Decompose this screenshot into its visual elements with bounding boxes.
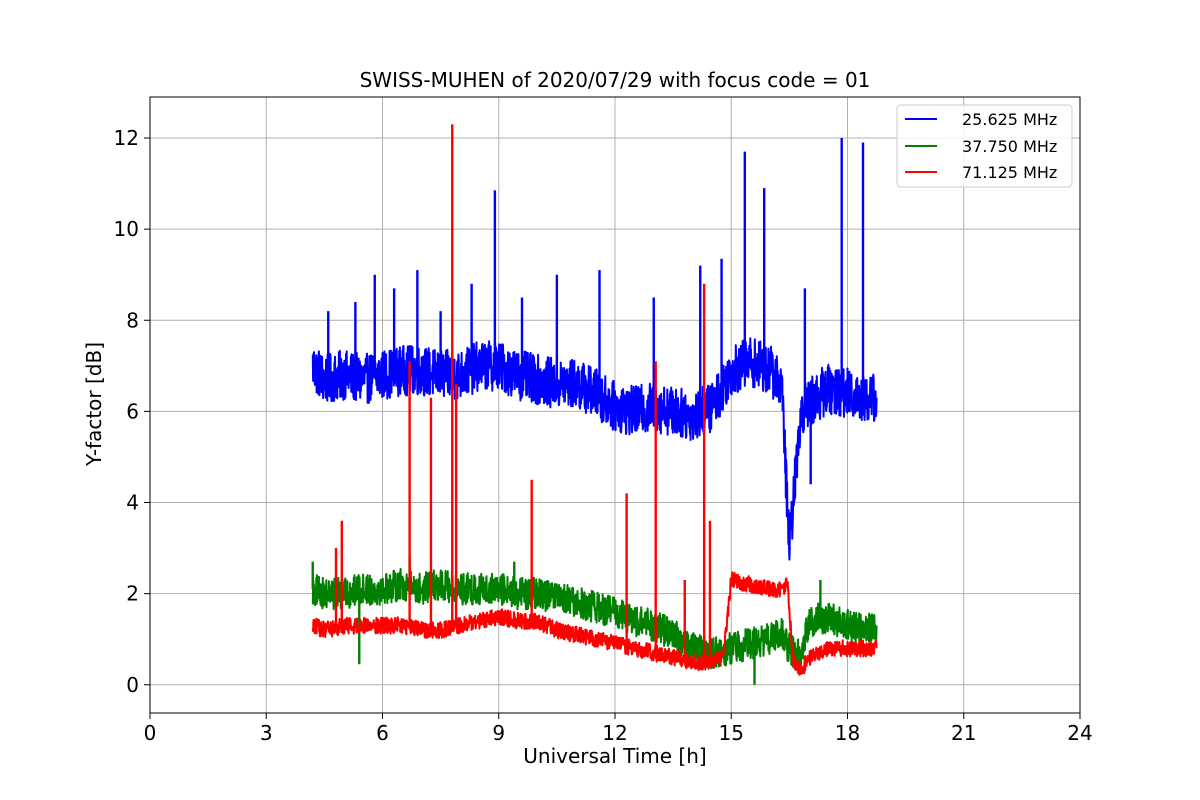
x-tick-label-2: 6: [376, 721, 389, 745]
y-tick-label-6: 12: [114, 126, 139, 150]
x-tick-label-8: 24: [1067, 721, 1092, 745]
y-axis-label: Y-factor [dB]: [82, 342, 106, 467]
y-tick-label-2: 4: [126, 491, 139, 515]
y-tick-label-0: 0: [126, 673, 139, 697]
x-tick-label-3: 9: [492, 721, 505, 745]
legend-label-71-125: 71.125 MHz: [962, 163, 1057, 182]
legend-label-37-750: 37.750 MHz: [962, 137, 1057, 156]
x-tick-label-0: 0: [144, 721, 157, 745]
x-tick-label-7: 21: [951, 721, 976, 745]
y-tick-label-1: 2: [126, 582, 139, 606]
x-axis-label: Universal Time [h]: [523, 744, 706, 768]
legend-label-25-625: 25.625 MHz: [962, 110, 1057, 129]
x-tick-label-6: 18: [835, 721, 860, 745]
y-tick-label-5: 10: [114, 217, 139, 241]
x-tick-label-1: 3: [260, 721, 273, 745]
x-tick-label-5: 15: [719, 721, 744, 745]
y-tick-label-4: 8: [126, 308, 139, 332]
chart-title: SWISS-MUHEN of 2020/07/29 with focus cod…: [360, 68, 871, 92]
legend: 25.625 MHz 37.750 MHz 71.125 MHz: [897, 105, 1072, 187]
x-tick-label-4: 12: [602, 721, 627, 745]
y-tick-label-3: 6: [126, 399, 139, 423]
